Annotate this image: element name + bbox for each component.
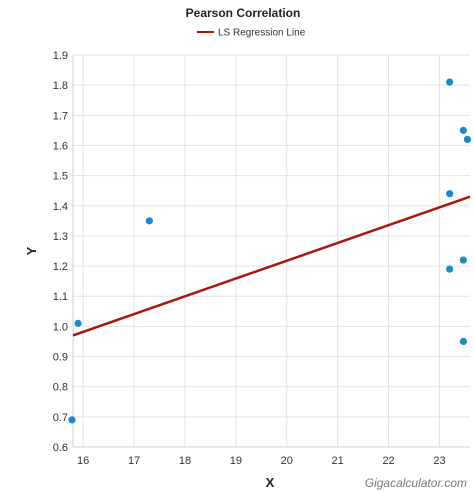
plot-frame (72, 55, 470, 448)
y-tick-label: 0.6 (53, 442, 68, 454)
data-point (446, 265, 454, 273)
legend-label-regression: LS Regression Line (218, 28, 306, 39)
y-tick-label: 1.3 (53, 231, 68, 243)
data-points (68, 78, 472, 424)
x-tick-label: 21 (332, 455, 344, 467)
data-point (459, 337, 467, 346)
regression-line (72, 195, 471, 337)
y-tick-label: 1.6 (53, 140, 68, 152)
data-point (459, 256, 467, 264)
y-tick-label: 0.8 (53, 382, 68, 394)
data-point (446, 78, 454, 86)
y-tick-label: 1.2 (53, 261, 68, 273)
x-axis-title: X (266, 475, 275, 490)
data-point (68, 416, 76, 424)
chart-title: Pearson Correlation (186, 6, 301, 20)
x-tick-label: 17 (128, 455, 140, 467)
regression-line-layer (72, 195, 471, 337)
data-point (446, 190, 454, 198)
y-tick-label: 0.9 (53, 352, 68, 364)
x-tick-label: 18 (179, 455, 191, 467)
legend: LS Regression Line (197, 28, 306, 39)
y-tick-label: 1.8 (53, 80, 68, 92)
y-tick-label: 1.5 (53, 171, 68, 183)
y-tick-label: 1.1 (53, 291, 68, 303)
y-axis-ticks: 0.6 0.7 0.8 0.9 1.0 1.1 1.2 1.3 1.4 1.5 1.6 1.7 1.8 1… (53, 50, 68, 454)
x-tick-label: 16 (77, 455, 89, 467)
y-tick-label: 1.9 (53, 50, 68, 62)
x-tick-label: 22 (382, 455, 394, 467)
grid (73, 54, 470, 448)
data-point (459, 126, 467, 134)
watermark: Gigacalculator.com (365, 476, 467, 490)
data-point (463, 135, 472, 144)
y-axis-title: Y (24, 246, 39, 255)
y-tick-label: 1.0 (53, 321, 68, 333)
x-tick-label: 19 (230, 455, 242, 467)
x-tick-label: 23 (433, 455, 445, 467)
y-tick-label: 0.7 (53, 412, 68, 424)
data-point (145, 217, 153, 225)
y-tick-label: 1.7 (53, 110, 68, 122)
data-point (74, 319, 82, 327)
x-tick-label: 20 (281, 455, 293, 467)
x-axis-ticks: 16 17 18 19 20 21 22 23 (77, 455, 446, 467)
y-tick-label: 1.4 (53, 201, 68, 213)
